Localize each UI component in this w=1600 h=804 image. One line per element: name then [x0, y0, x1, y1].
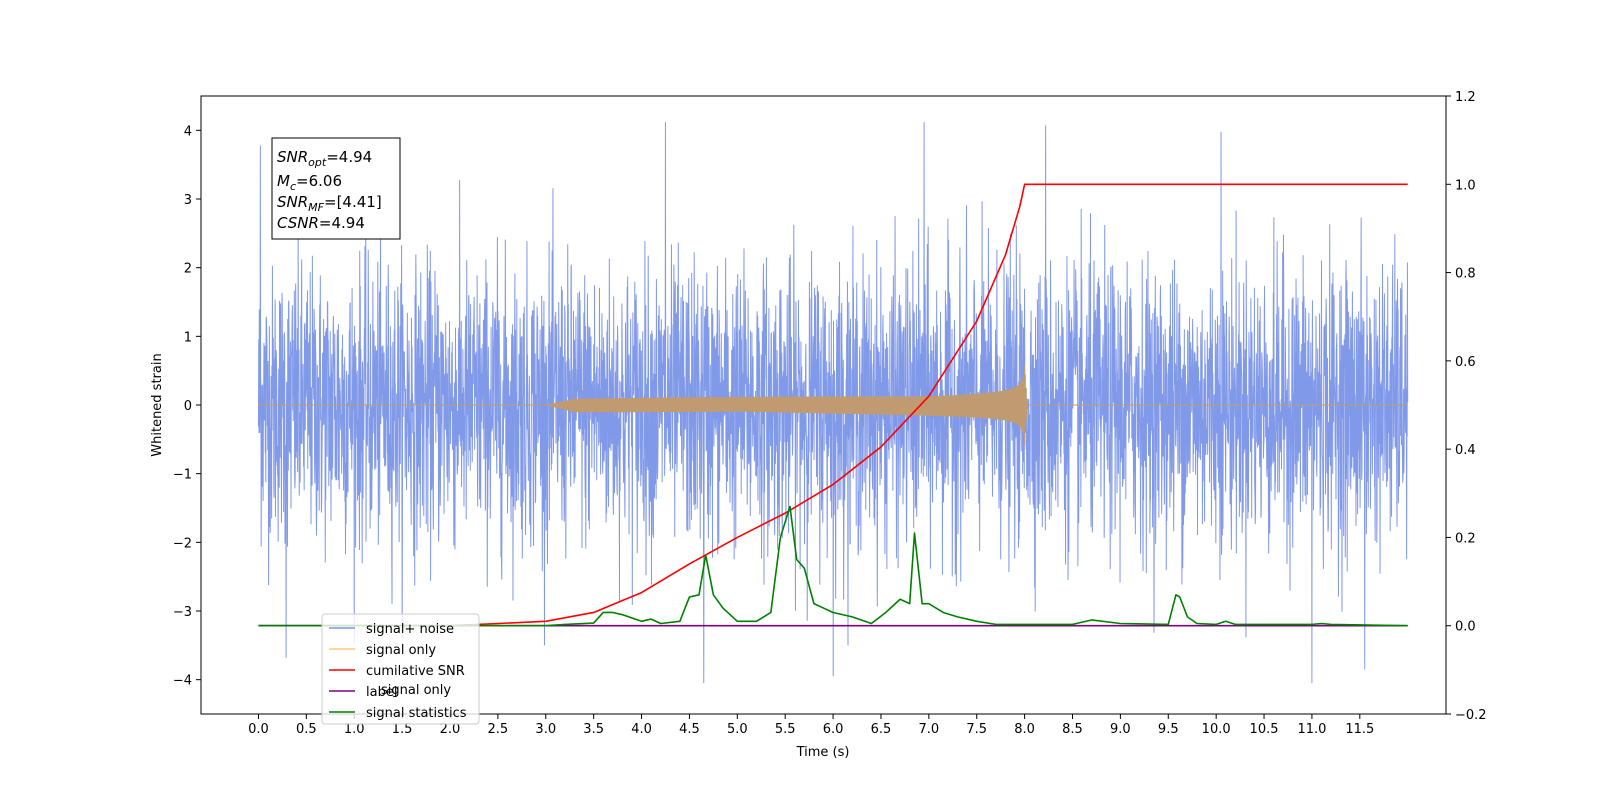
- series-signal-noise: [257, 122, 1409, 684]
- x-tick-label: 0.5: [296, 722, 317, 737]
- y2-tick-label: 0.2: [1455, 531, 1476, 546]
- annotation-snr-mf: SNRMF=[4.41]: [277, 193, 382, 214]
- legend-frame: [321, 613, 480, 725]
- y-tick-label: −1: [173, 468, 192, 483]
- x-tick-label: 5.5: [775, 722, 796, 737]
- x-tick-label: 6.0: [823, 722, 844, 737]
- annotation-box: SNRopt=4.94 Mc=6.06 SNRMF=[4.41] CSNR=4.…: [271, 137, 401, 240]
- annotation-csnr: CSNR=4.94: [277, 214, 365, 232]
- x-tick-label: 1.5: [392, 722, 413, 737]
- x-tick-label: 4.5: [679, 722, 700, 737]
- series-cumulative-snr: [258, 183, 1408, 627]
- series-layer: [257, 122, 1409, 684]
- legend-label: signal+ noise: [366, 622, 454, 637]
- x-tick-label: 11.5: [1345, 722, 1374, 737]
- y-tick-label: 0: [184, 399, 192, 414]
- y-tick-label: 3: [184, 193, 192, 208]
- x-tick-label: 3.5: [583, 722, 604, 737]
- y2-tick-label: 1.2: [1455, 90, 1476, 105]
- y-axis-label: Whitened strain: [150, 353, 165, 456]
- legend-label: signal only: [366, 643, 436, 658]
- x-tick-label: 2.0: [440, 722, 461, 737]
- y-tick-label: −2: [173, 536, 192, 551]
- x-axis-label: Time (s): [796, 745, 850, 760]
- annotation-mc: Mc=6.06: [277, 172, 342, 193]
- y-axis-left: −4 −3 −2 −1 0 1 2 3 4: [173, 124, 201, 689]
- y-tick-label: 4: [184, 124, 192, 139]
- y2-tick-label: 1.0: [1455, 178, 1476, 193]
- y-tick-label: −3: [173, 605, 192, 620]
- x-tick-label: 2.5: [488, 722, 509, 737]
- x-tick-label: 10.5: [1250, 722, 1279, 737]
- legend-label: cumilative SNR: [366, 664, 465, 679]
- x-tick-label: 9.0: [1110, 722, 1131, 737]
- x-tick-label: 9.5: [1158, 722, 1179, 737]
- x-tick-label: 8.0: [1014, 722, 1035, 737]
- y2-tick-label: 0.4: [1455, 443, 1476, 458]
- x-tick-label: 4.0: [631, 722, 652, 737]
- x-tick-label: 8.5: [1062, 722, 1083, 737]
- x-tick-label: 3.0: [535, 722, 556, 737]
- x-tick-label: 6.5: [871, 722, 892, 737]
- y-tick-label: 2: [184, 262, 192, 277]
- x-tick-label: 5.0: [727, 722, 748, 737]
- y-tick-label: −4: [173, 674, 192, 689]
- y2-tick-label: 0.6: [1455, 355, 1476, 370]
- x-tick-label: 1.0: [344, 722, 365, 737]
- y2-tick-label: −0.2: [1455, 708, 1487, 723]
- series-signal-only: [258, 364, 1408, 446]
- x-tick-label: 10.0: [1202, 722, 1231, 737]
- legend-label: label: [366, 685, 397, 700]
- x-tick-label: 0.0: [248, 722, 269, 737]
- legend-hidden-text: signal only: [381, 683, 451, 698]
- x-tick-label: 7.5: [966, 722, 987, 737]
- legend-label: signal statistics: [366, 706, 467, 721]
- y-axis-right: −0.2 0.0 0.2 0.4 0.6 0.8 1.0 1.2: [1446, 90, 1487, 723]
- annotation-snr-opt: SNRopt=4.94: [277, 148, 372, 169]
- y2-tick-label: 0.8: [1455, 267, 1476, 282]
- x-axis: 0.0 0.5 1.0 1.5 2.0 2.5 3.0 3.5 4.0 4.5 5.0 5.5 6.0 6…: [248, 714, 1374, 737]
- x-tick-label: 11.0: [1297, 722, 1326, 737]
- series-signal-statistics: [258, 505, 1408, 627]
- y-tick-label: 1: [184, 330, 192, 345]
- x-tick-label: 7.0: [919, 722, 940, 737]
- y2-tick-label: 0.0: [1455, 620, 1476, 635]
- legend: signal only signal+ noise signal only cumi…: [321, 613, 480, 725]
